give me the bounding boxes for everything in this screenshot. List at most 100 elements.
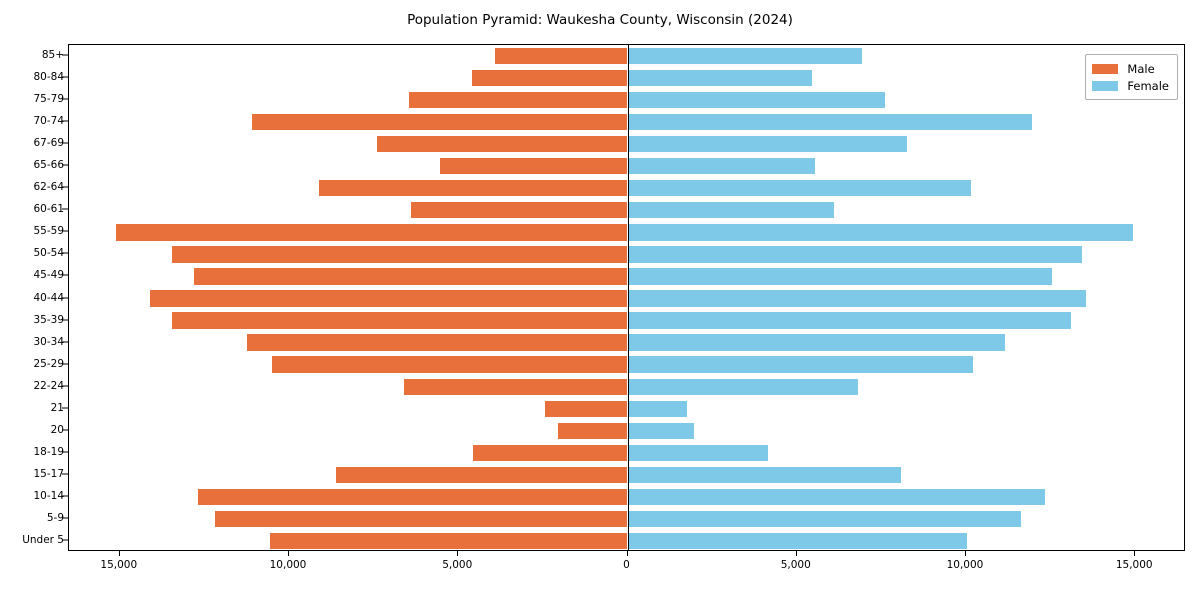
y-axis-tick-mark xyxy=(62,517,68,519)
y-axis-tick-mark xyxy=(62,76,68,78)
bar-female[interactable] xyxy=(627,113,1032,131)
x-axis-tick-mark xyxy=(626,551,628,556)
bar-male[interactable] xyxy=(246,334,628,351)
bar-row xyxy=(69,224,1184,241)
bar-male[interactable] xyxy=(473,444,628,461)
bar-male[interactable] xyxy=(197,488,628,506)
legend-label-female: Female xyxy=(1127,78,1169,93)
x-axis-tick-label: 5,000 xyxy=(442,559,473,571)
plot-frame xyxy=(68,44,1185,551)
bar-male[interactable] xyxy=(544,400,628,417)
bar-female[interactable] xyxy=(627,510,1022,528)
bar-row xyxy=(69,47,1184,65)
bar-male[interactable] xyxy=(270,532,628,550)
bar-female[interactable] xyxy=(627,532,968,550)
bar-male[interactable] xyxy=(495,47,628,65)
bar-row xyxy=(69,466,1184,483)
y-axis-tick-mark xyxy=(62,319,68,321)
y-axis-tick-label: 60-61 xyxy=(33,203,64,216)
plot-area xyxy=(69,45,1184,550)
bar-row xyxy=(69,290,1184,307)
bar-female[interactable] xyxy=(627,158,816,175)
y-axis-tick-label: 18-19 xyxy=(33,445,64,458)
bar-male[interactable] xyxy=(115,224,628,241)
bar-male[interactable] xyxy=(439,158,628,175)
bar-male[interactable] xyxy=(172,312,628,329)
bar-row xyxy=(69,532,1184,550)
y-axis-tick-label: 65-66 xyxy=(33,159,64,172)
y-axis-tick-label: 70-74 xyxy=(33,115,64,128)
bar-female[interactable] xyxy=(627,91,886,109)
y-axis-tick-label: 40-44 xyxy=(33,291,64,304)
bar-male[interactable] xyxy=(404,378,628,395)
bar-female[interactable] xyxy=(627,422,695,439)
y-axis-tick-mark xyxy=(62,230,68,232)
bar-female[interactable] xyxy=(627,268,1053,285)
bar-male[interactable] xyxy=(251,113,628,131)
bar-male[interactable] xyxy=(558,422,628,439)
bar-female[interactable] xyxy=(627,466,902,483)
bar-male[interactable] xyxy=(150,290,628,307)
x-axis-tick-label: 15,000 xyxy=(100,559,138,571)
bar-female[interactable] xyxy=(627,69,812,87)
y-axis-tick-label: 50-54 xyxy=(33,247,64,260)
bar-row xyxy=(69,444,1184,461)
y-axis-tick-label: 80-84 xyxy=(33,71,64,84)
y-axis-tick-label: 22-24 xyxy=(33,379,64,392)
bar-female[interactable] xyxy=(627,356,973,373)
bar-row xyxy=(69,422,1184,439)
y-axis-tick-mark xyxy=(62,451,68,453)
y-axis-tick-label: 62-64 xyxy=(33,181,64,194)
x-axis-tick-label: 10,000 xyxy=(946,559,984,571)
bar-male[interactable] xyxy=(471,69,628,87)
bar-male[interactable] xyxy=(172,246,628,263)
x-axis-tick-label: 5,000 xyxy=(780,559,811,571)
bar-female[interactable] xyxy=(627,180,972,197)
y-axis-tick-mark xyxy=(62,341,68,343)
bar-row xyxy=(69,91,1184,109)
bar-female[interactable] xyxy=(627,334,1005,351)
x-axis-tick-mark xyxy=(795,551,797,556)
legend-item-female[interactable]: Female xyxy=(1092,77,1169,94)
bar-row xyxy=(69,180,1184,197)
bar-male[interactable] xyxy=(377,136,628,153)
y-axis-tick-label: 67-69 xyxy=(33,137,64,150)
y-axis-tick-mark xyxy=(62,539,68,541)
bar-female[interactable] xyxy=(627,202,834,219)
bar-female[interactable] xyxy=(627,378,858,395)
bar-female[interactable] xyxy=(627,224,1134,241)
bar-male[interactable] xyxy=(336,466,628,483)
y-axis-tick-label: 85+ xyxy=(41,49,64,62)
bar-row xyxy=(69,510,1184,528)
y-axis-tick-label: 5-9 xyxy=(46,511,64,524)
bar-male[interactable] xyxy=(319,180,628,197)
bar-row xyxy=(69,312,1184,329)
legend-item-male[interactable]: Male xyxy=(1092,60,1169,77)
bar-male[interactable] xyxy=(410,202,628,219)
bar-female[interactable] xyxy=(627,47,863,65)
bar-female[interactable] xyxy=(627,136,907,153)
bar-row xyxy=(69,356,1184,373)
y-axis-tick-mark xyxy=(62,385,68,387)
y-axis-tick-label: 30-34 xyxy=(33,335,64,348)
x-axis-tick-label: 0 xyxy=(623,559,630,571)
bar-female[interactable] xyxy=(627,290,1086,307)
bar-male[interactable] xyxy=(409,91,628,109)
bar-female[interactable] xyxy=(627,312,1071,329)
bar-male[interactable] xyxy=(214,510,628,528)
bar-row xyxy=(69,334,1184,351)
bar-female[interactable] xyxy=(627,400,688,417)
y-axis-tick-mark xyxy=(62,186,68,188)
y-axis-tick-mark xyxy=(62,164,68,166)
bar-female[interactable] xyxy=(627,444,769,461)
x-axis-tick-mark xyxy=(964,551,966,556)
bar-male[interactable] xyxy=(194,268,628,285)
bar-female[interactable] xyxy=(627,246,1082,263)
bar-female[interactable] xyxy=(627,488,1046,506)
y-axis-tick-mark xyxy=(62,495,68,497)
y-axis-tick-label: 20 xyxy=(50,423,64,436)
y-axis-tick-label: 75-79 xyxy=(33,93,64,106)
bar-male[interactable] xyxy=(272,356,628,373)
bar-row xyxy=(69,136,1184,153)
